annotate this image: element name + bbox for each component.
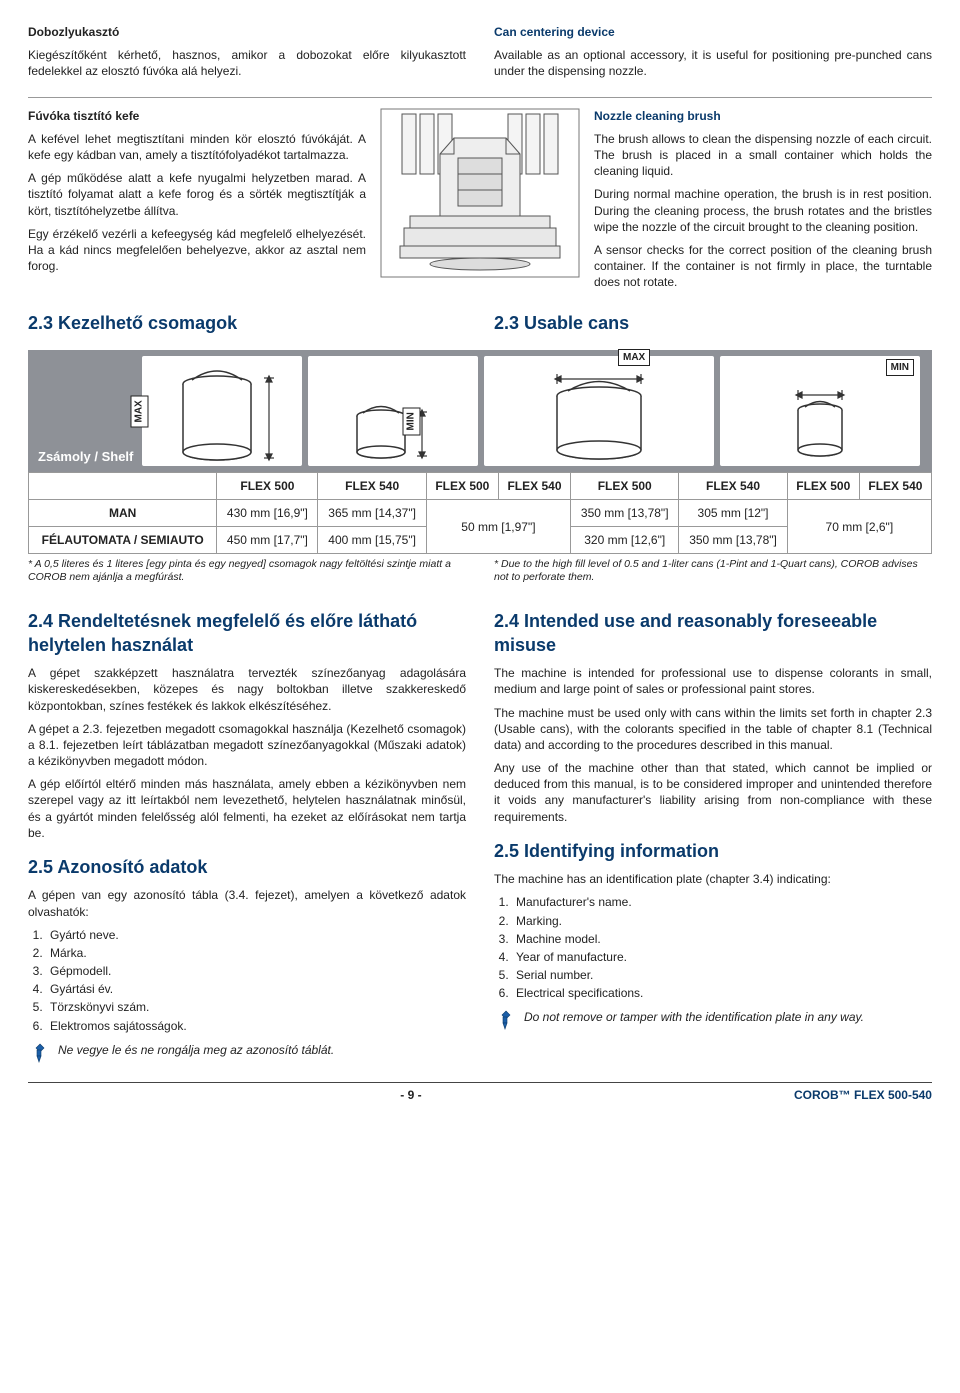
top-definitions: Dobozlyukasztó Kiegészítőként kérhető, h… [28,24,932,87]
table-row: MAN 430 mm [16,9"] 365 mm [14,37"] 50 mm… [29,499,932,526]
cell: 50 mm [1,97"] [426,499,570,553]
list-item: Serial number. [512,967,932,983]
sec24-left-p2: A gépet a 2.3. fejezetben megadott csoma… [28,721,466,770]
sec25-left-list: Gyártó neve. Márka. Gépmodell. Gyártási … [46,927,466,1034]
list-item: Year of manufacture. [512,949,932,965]
brush-row: Fúvóka tisztító kefe A kefével lehet meg… [28,108,932,298]
sec25-right-note-text: Do not remove or tamper with the identif… [524,1009,932,1025]
cans-strip: MAX MIN Zsámoly / Shelf [28,350,932,472]
sec24-right-p1: The machine is intended for professional… [494,665,932,697]
sec25-right-intro: The machine has an identification plate … [494,871,932,887]
sec25-left-note-text: Ne vegye le és ne rongálja meg az azonos… [58,1042,466,1058]
row-label-man: MAN [29,499,217,526]
brush-right-p1: The brush allows to clean the dispensing… [594,131,932,180]
table-corner [29,472,217,499]
top-left-col: Dobozlyukasztó Kiegészítőként kérhető, h… [28,24,466,87]
col-h: FLEX 500 [426,472,498,499]
cell: 430 mm [16,9"] [217,499,318,526]
brush-right: Nozzle cleaning brush The brush allows t… [594,108,932,298]
sec24-right: 2.4 Intended use and reasonably foreseea… [494,595,932,1064]
cell: 350 mm [13,78"] [571,499,679,526]
col-h: FLEX 500 [571,472,679,499]
brush-left-title: Fúvóka tisztító kefe [28,108,366,124]
doc-id: COROB™ FLEX 500-540 [794,1087,932,1103]
cell: 450 mm [17,7"] [217,527,318,554]
vmax-label: MAX [131,396,149,428]
brush-left-p2: A gép működése alatt a kefe nyugalmi hel… [28,170,366,219]
sec25-left-heading: 2.5 Azonosító adatok [28,855,466,879]
sec23-left-heading: 2.3 Kezelhető csomagok [28,311,466,335]
list-item: Manufacturer's name. [512,894,932,910]
col-h: FLEX 540 [679,472,787,499]
sec23-right-heading: 2.3 Usable cans [494,311,932,335]
centering-title: Can centering device [494,24,932,40]
sec24: 2.4 Rendeltetésnek megfelelő és előre lá… [28,595,932,1064]
cell: 365 mm [14,37"] [318,499,426,526]
list-item: Machine model. [512,931,932,947]
list-item: Gyártási év. [46,981,466,997]
centering-body: Available as an optional accessory, it i… [494,47,932,79]
cell: 350 mm [13,78"] [679,527,787,554]
page-number: - 9 - [400,1087,421,1103]
cans-table-zone: MAX MIN Zsámoly / Shelf [28,350,932,595]
col-h: FLEX 540 [859,472,931,499]
list-item: Elektromos sajátosságok. [46,1018,466,1034]
max-label: MAX [618,349,650,367]
list-item: Törzskönyvi szám. [46,999,466,1015]
sec24-left-heading: 2.4 Rendeltetésnek megfelelő és előre lá… [28,609,466,658]
sec24-right-p3: Any use of the machine other than that s… [494,760,932,825]
row-label-semi: FÉLAUTOMATA / SEMIAUTO [29,527,217,554]
sec25-left-note: Ne vegye le és ne rongálja meg az azonos… [28,1042,466,1064]
cell: 400 mm [15,75"] [318,527,426,554]
vmin-label: MIN [403,407,421,435]
shelf-label: Zsámoly / Shelf [32,448,142,466]
table-footnotes: * A 0,5 literes és 1 literes [egy pinta … [28,554,932,594]
brush-illustration [380,108,580,298]
cell: 70 mm [2,6"] [787,499,931,553]
brush-left-p1: A kefével lehet megtisztítani minden kör… [28,131,366,163]
can-max-dia [484,356,714,466]
pushpin-icon [494,1009,516,1031]
list-item: Gépmodell. [46,963,466,979]
brush-right-title: Nozzle cleaning brush [594,108,932,124]
pushpin-icon [28,1042,50,1064]
brush-left: Fúvóka tisztító kefe A kefével lehet meg… [28,108,366,298]
dobo-body: Kiegészítőként kérhető, hasznos, amikor … [28,47,466,79]
sec25-right-note: Do not remove or tamper with the identif… [494,1009,932,1031]
sec24-left-p3: A gép előírtól eltérő minden más használ… [28,776,466,841]
footnote-right: * Due to the high fill level of 0.5 and … [494,558,932,584]
top-right-col: Can centering device Available as an opt… [494,24,932,87]
sec25-left-intro: A gépen van egy azonosító tábla (3.4. fe… [28,887,466,919]
sec24-right-p2: The machine must be used only with cans … [494,705,932,754]
brush-right-p2: During normal machine operation, the bru… [594,186,932,235]
brush-right-p3: A sensor checks for the correct position… [594,242,932,291]
list-item: Márka. [46,945,466,961]
col-h: FLEX 540 [498,472,570,499]
sec24-left: 2.4 Rendeltetésnek megfelelő és előre lá… [28,595,466,1064]
dobo-title: Dobozlyukasztó [28,24,466,40]
min-label: MIN [886,359,914,377]
col-h: FLEX 500 [217,472,318,499]
can-max-height: MAX [142,356,302,466]
sec24-right-heading: 2.4 Intended use and reasonably foreseea… [494,609,932,658]
sec23-headings: 2.3 Kezelhető csomagok 2.3 Usable cans [28,297,932,343]
sec25-right-list: Manufacturer's name. Marking. Machine mo… [512,894,932,1001]
cans-table: FLEX 500 FLEX 540 FLEX 500 FLEX 540 FLEX… [28,472,932,555]
list-item: Gyártó neve. [46,927,466,943]
list-item: Electrical specifications. [512,985,932,1001]
list-item: Marking. [512,913,932,929]
table-header-row: FLEX 500 FLEX 540 FLEX 500 FLEX 540 FLEX… [29,472,932,499]
machine-line-art-icon [380,108,580,278]
page-footer: - 9 - COROB™ FLEX 500-540 [28,1082,932,1103]
col-h: FLEX 500 [787,472,859,499]
brush-left-p3: Egy érzékelő vezérli a kefeegység kád me… [28,226,366,275]
cell: 305 mm [12"] [679,499,787,526]
sec24-left-p1: A gépet szakképzett használatra tervezté… [28,665,466,714]
cell: 320 mm [12,6"] [571,527,679,554]
col-h: FLEX 540 [318,472,426,499]
footnote-left: * A 0,5 literes és 1 literes [egy pinta … [28,558,466,584]
sec25-right-heading: 2.5 Identifying information [494,839,932,863]
divider-1 [28,97,932,98]
can-min-height: MIN [308,356,478,466]
